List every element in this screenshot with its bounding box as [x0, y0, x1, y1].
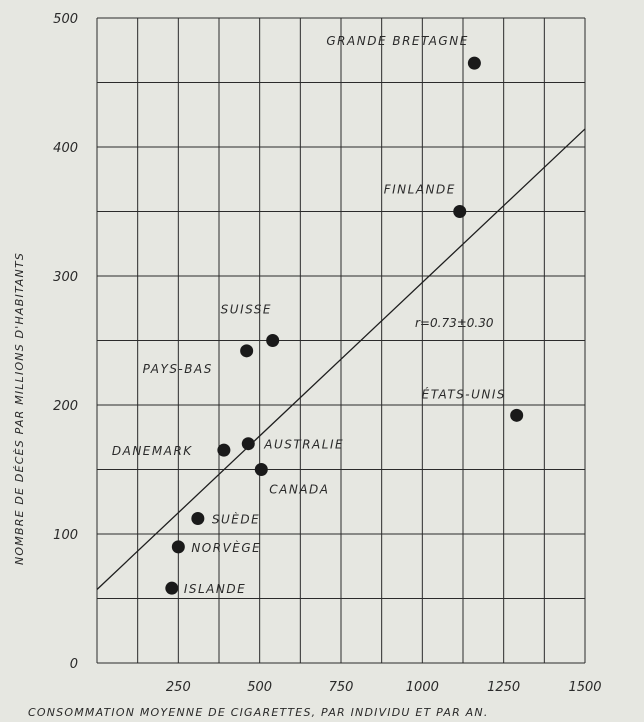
y-tick-label: 400	[53, 141, 78, 156]
x-tick-label: 250	[166, 680, 191, 695]
point-label: ÉTATS-UNIS	[422, 386, 506, 401]
point-label: FINLANDE	[384, 183, 456, 197]
x-tick-label: 1000	[406, 680, 439, 695]
point-label: AUSTRALIE	[263, 438, 344, 452]
data-point	[217, 443, 231, 457]
point-label: CANADA	[269, 483, 329, 497]
data-point	[191, 512, 205, 526]
point-label: SUÈDE	[212, 512, 260, 527]
x-tick-label: 750	[329, 680, 354, 695]
y-tick-label: 100	[53, 528, 78, 543]
point-label: ISLANDE	[184, 582, 246, 596]
data-point	[254, 463, 268, 476]
point-label: PAYS-BAS	[143, 362, 213, 376]
data-point	[467, 56, 481, 70]
data-point	[165, 581, 179, 595]
point-label: DANEMARK	[112, 444, 193, 458]
data-point	[171, 540, 185, 554]
y-tick-label: 300	[53, 270, 78, 285]
grid-lines	[96, 17, 586, 664]
y-axis-title: NOMBRE DE DÉCÈS PAR MILLIONS D'HABITANTS	[13, 252, 26, 565]
point-label: GRANDE BRETAGNE	[326, 34, 468, 48]
x-tick-label: 500	[247, 680, 272, 695]
y-tick-labels: 0 100 200 300 400 500	[53, 12, 78, 672]
data-points	[165, 56, 524, 595]
regression-line	[96, 128, 586, 590]
x-tick-label: 1250	[487, 680, 520, 695]
data-point	[266, 334, 280, 347]
data-point	[240, 344, 254, 358]
correlation-annotation: r=0.73±0.30	[415, 316, 494, 330]
y-tick-label: 200	[53, 399, 78, 414]
point-label: NORVÈGE	[191, 540, 261, 555]
point-label: SUISSE	[221, 303, 272, 317]
x-tick-labels: 250 500 750 1000 1250 1500	[166, 680, 602, 695]
x-axis-title: CONSOMMATION MOYENNE DE CIGARETTES, PAR …	[28, 706, 489, 719]
y-tick-label: 0	[70, 657, 78, 672]
data-point	[453, 205, 467, 218]
data-point	[241, 437, 255, 451]
x-tick-label: 1500	[568, 680, 601, 695]
point-labels: GRANDE BRETAGNE FINLANDE SUISSE PAYS-BAS ÉTA…	[112, 34, 506, 596]
data-point	[510, 408, 524, 422]
y-tick-label: 500	[53, 12, 78, 27]
